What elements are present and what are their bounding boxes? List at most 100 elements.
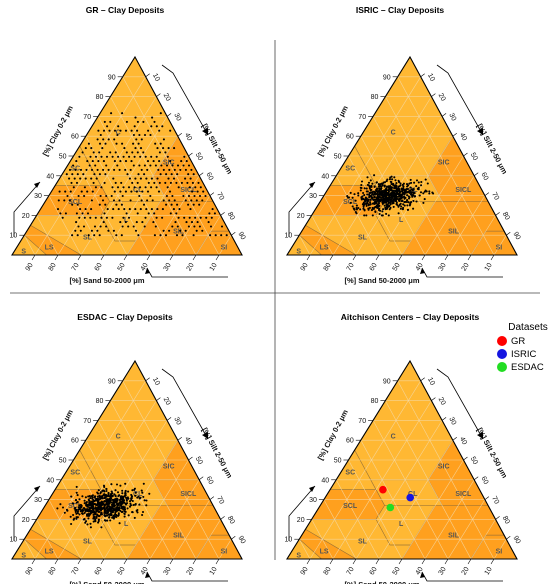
- data-point: [412, 199, 415, 202]
- data-point: [119, 190, 122, 193]
- data-point: [369, 195, 373, 198]
- data-point: [136, 129, 139, 132]
- data-point: [173, 168, 176, 171]
- tick-label-sand: 30: [438, 566, 448, 576]
- data-point: [116, 164, 119, 167]
- tick-label-sand: 40: [140, 262, 150, 272]
- silt-direction-arrow: [436, 64, 484, 136]
- data-point: [191, 190, 194, 193]
- data-point: [75, 516, 78, 519]
- data-point: [110, 112, 113, 115]
- data-point: [370, 184, 373, 187]
- data-point: [131, 181, 134, 184]
- data-point: [113, 168, 116, 171]
- data-point: [82, 507, 85, 510]
- data-point: [89, 522, 92, 525]
- data-point: [365, 190, 368, 193]
- data-point: [74, 510, 77, 514]
- data-point: [128, 177, 131, 180]
- data-point: [134, 116, 137, 119]
- data-point: [360, 196, 363, 199]
- data-point: [391, 189, 394, 192]
- data-point: [383, 189, 386, 192]
- data-point: [105, 514, 108, 517]
- data-point: [145, 208, 148, 211]
- class-label-sicl: SICL: [455, 187, 472, 194]
- tick-label-clay: 80: [96, 398, 104, 405]
- data-point: [398, 199, 401, 203]
- data-point: [92, 499, 95, 502]
- data-point: [113, 129, 117, 132]
- data-point: [78, 498, 81, 501]
- data-point: [99, 491, 102, 494]
- data-point: [141, 221, 144, 224]
- tick-mark: [231, 231, 236, 236]
- arrow-head: [202, 128, 208, 135]
- data-point: [124, 482, 127, 485]
- data-point: [367, 198, 370, 201]
- data-point: [209, 225, 213, 228]
- data-point: [89, 526, 92, 529]
- data-point: [98, 151, 101, 154]
- data-point: [193, 194, 196, 198]
- data-point: [116, 186, 120, 189]
- data-point: [108, 129, 111, 132]
- axis-title-sand: [%] Sand 50-2000 μm: [344, 276, 419, 285]
- data-point: [123, 208, 126, 211]
- data-point: [97, 505, 100, 508]
- data-point: [104, 519, 107, 522]
- data-point: [90, 511, 93, 514]
- class-label-s: S: [296, 553, 301, 560]
- data-point: [58, 190, 61, 193]
- tick-label-sand: 20: [186, 262, 196, 272]
- data-point: [402, 203, 405, 206]
- data-point: [198, 194, 202, 198]
- data-point: [186, 181, 189, 184]
- data-point: [138, 194, 141, 198]
- data-point: [94, 155, 98, 158]
- data-point: [156, 177, 159, 180]
- data-point: [126, 496, 129, 499]
- data-point: [107, 494, 110, 497]
- data-point: [359, 208, 362, 211]
- data-point: [139, 186, 142, 189]
- data-point: [119, 501, 122, 504]
- data-point: [115, 515, 118, 519]
- data-point: [211, 208, 214, 211]
- data-point: [408, 182, 411, 185]
- data-point: [355, 206, 358, 210]
- tick-label-sand: 90: [25, 566, 35, 576]
- data-point: [400, 200, 403, 203]
- data-point: [153, 234, 156, 237]
- panel-title: ISRIC – Clay Deposits: [356, 5, 445, 15]
- data-point: [112, 501, 115, 504]
- tick-label-silt: 40: [183, 132, 193, 142]
- data-point: [103, 500, 106, 503]
- data-point: [145, 504, 148, 507]
- grid-line: [323, 195, 357, 256]
- data-point: [406, 208, 409, 211]
- tick-label-silt: 40: [458, 132, 468, 142]
- data-point: [379, 199, 382, 202]
- data-point: [158, 181, 161, 184]
- data-point: [389, 201, 392, 204]
- data-point: [133, 487, 136, 490]
- class-label-l: L: [124, 521, 129, 528]
- data-point: [120, 505, 123, 508]
- class-label-sic: SIC: [163, 159, 175, 166]
- data-point: [140, 138, 143, 141]
- tick-label-silt: 70: [215, 191, 225, 201]
- data-point: [399, 207, 402, 210]
- data-point: [159, 142, 162, 145]
- tick-label-silt: 20: [437, 92, 447, 102]
- data-point: [383, 194, 386, 197]
- data-point: [172, 177, 176, 180]
- data-point: [107, 509, 110, 512]
- tick-mark: [100, 558, 105, 565]
- data-point: [120, 203, 123, 206]
- scatter-points: [346, 174, 435, 217]
- data-point: [76, 203, 79, 206]
- data-point: [106, 503, 109, 506]
- tick-label-clay: 90: [383, 74, 391, 81]
- data-point: [190, 199, 193, 202]
